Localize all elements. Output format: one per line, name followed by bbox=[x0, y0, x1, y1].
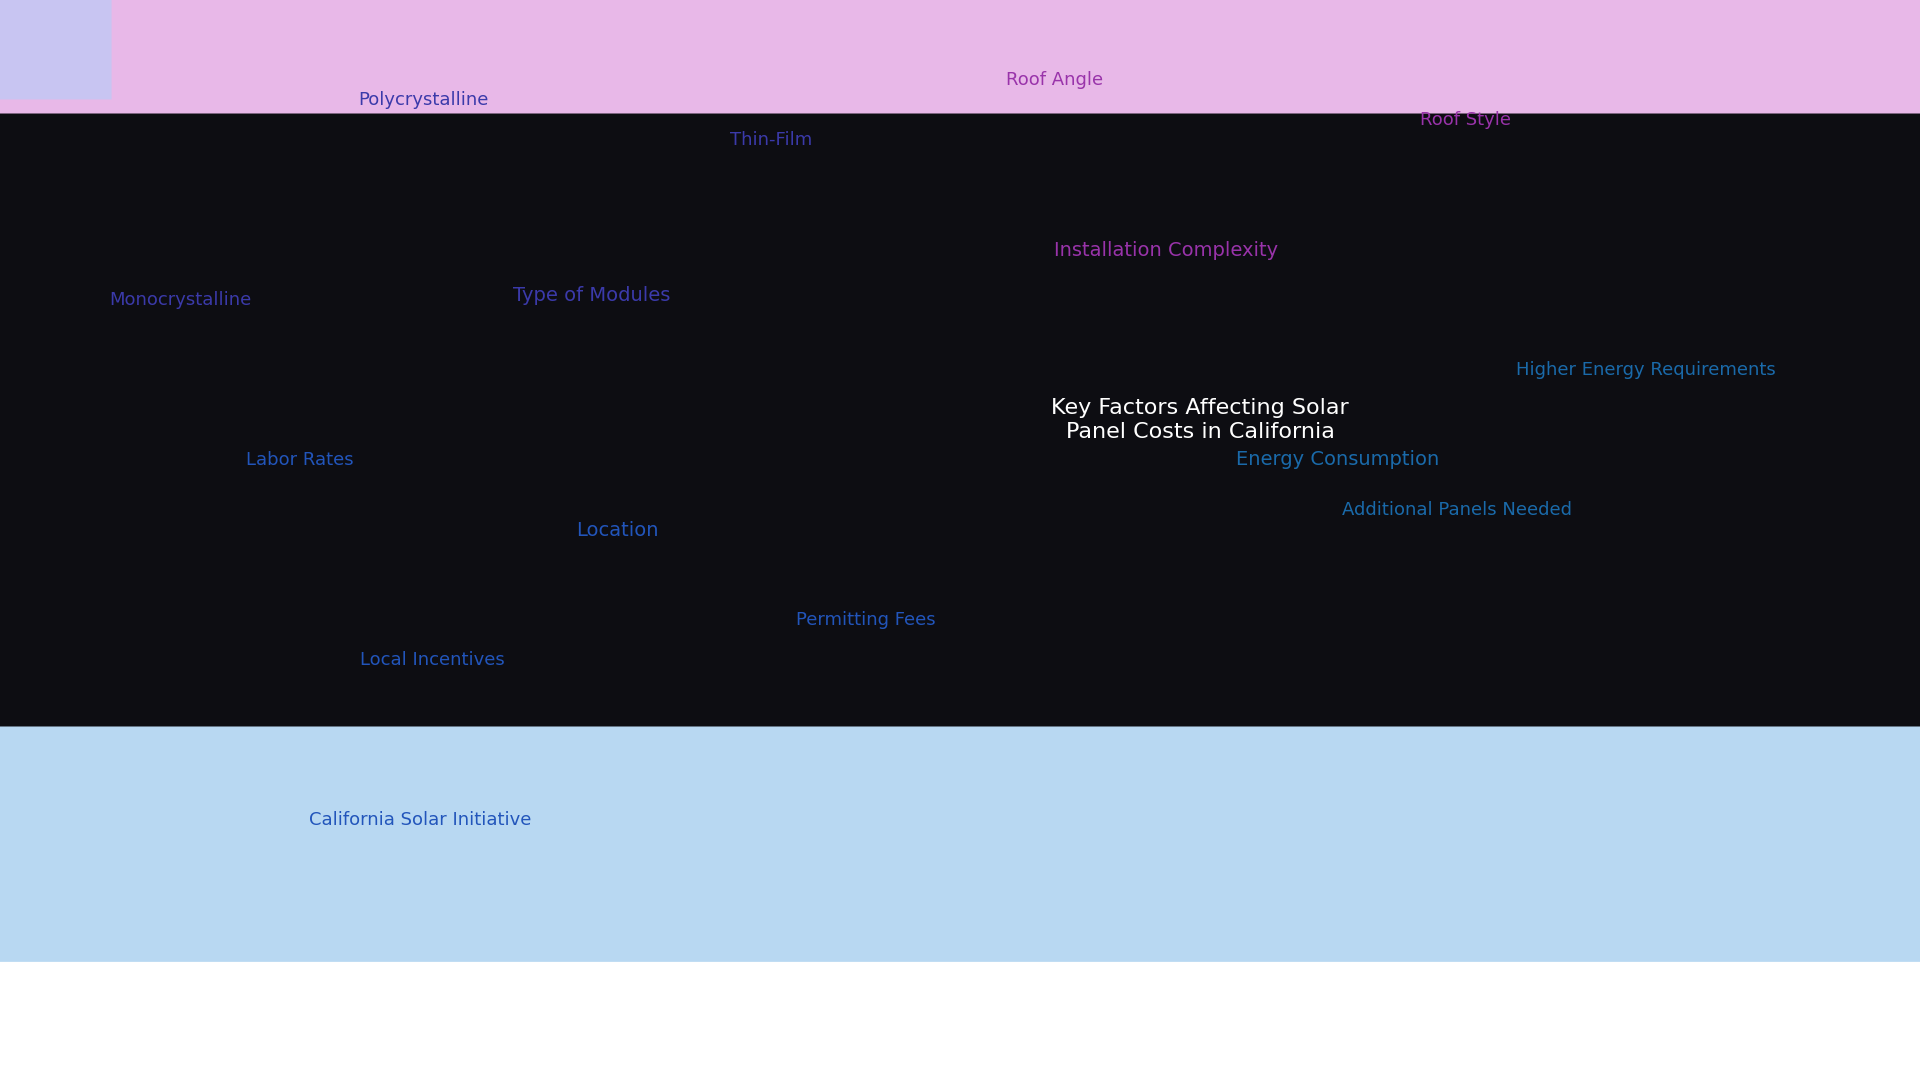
FancyBboxPatch shape bbox=[0, 368, 1920, 652]
Text: Higher Energy Requirements: Higher Energy Requirements bbox=[1515, 361, 1776, 379]
Text: Installation Complexity: Installation Complexity bbox=[1054, 240, 1279, 260]
FancyBboxPatch shape bbox=[111, 0, 1920, 222]
Text: California Solar Initiative: California Solar Initiative bbox=[309, 811, 532, 828]
Text: Additional Panels Needed: Additional Panels Needed bbox=[1342, 501, 1572, 519]
Text: Local Incentives: Local Incentives bbox=[359, 651, 505, 669]
FancyBboxPatch shape bbox=[0, 0, 1624, 282]
FancyBboxPatch shape bbox=[0, 518, 1914, 801]
FancyBboxPatch shape bbox=[0, 379, 1436, 680]
FancyBboxPatch shape bbox=[0, 158, 1572, 442]
FancyBboxPatch shape bbox=[0, 310, 1920, 611]
FancyBboxPatch shape bbox=[0, 114, 1920, 727]
FancyBboxPatch shape bbox=[0, 318, 1332, 602]
FancyBboxPatch shape bbox=[0, 478, 1920, 761]
Text: Roof Style: Roof Style bbox=[1421, 110, 1511, 129]
Text: Labor Rates: Labor Rates bbox=[246, 451, 353, 469]
FancyBboxPatch shape bbox=[0, 144, 1920, 445]
Text: Polycrystalline: Polycrystalline bbox=[359, 91, 488, 109]
Text: Location: Location bbox=[576, 521, 659, 539]
FancyBboxPatch shape bbox=[0, 678, 1920, 962]
Text: Type of Modules: Type of Modules bbox=[513, 286, 670, 304]
FancyBboxPatch shape bbox=[0, 100, 1920, 401]
Text: Energy Consumption: Energy Consumption bbox=[1235, 451, 1438, 470]
FancyBboxPatch shape bbox=[0, 0, 1816, 242]
FancyBboxPatch shape bbox=[522, 0, 1920, 262]
Text: Roof Angle: Roof Angle bbox=[1006, 71, 1102, 89]
Text: Permitting Fees: Permitting Fees bbox=[797, 611, 935, 629]
Text: Monocrystalline: Monocrystalline bbox=[109, 291, 252, 309]
Text: Key Factors Affecting Solar
Panel Costs in California: Key Factors Affecting Solar Panel Costs … bbox=[1050, 399, 1350, 442]
FancyBboxPatch shape bbox=[0, 229, 1920, 512]
Text: Thin-Film: Thin-Film bbox=[730, 131, 812, 149]
